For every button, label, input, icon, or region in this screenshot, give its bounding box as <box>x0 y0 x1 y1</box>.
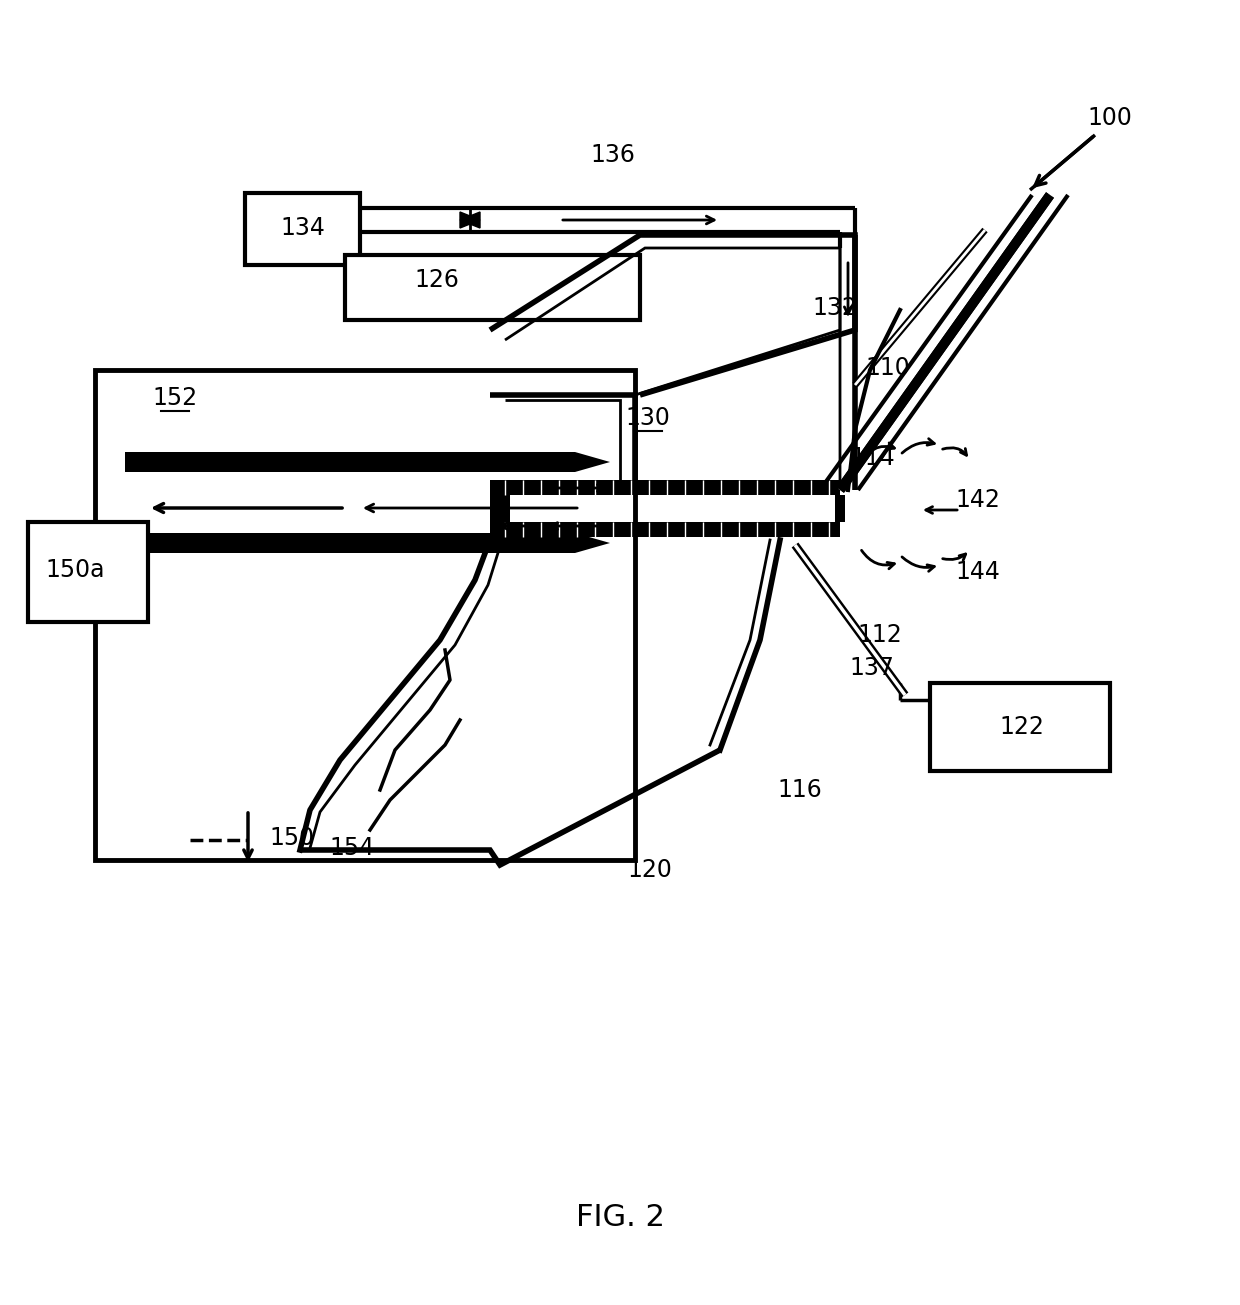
Bar <box>95 371 635 860</box>
Text: 152: 152 <box>153 386 197 410</box>
Bar <box>246 193 360 265</box>
Bar <box>345 254 640 320</box>
Text: 150a: 150a <box>45 559 104 582</box>
Polygon shape <box>125 452 610 472</box>
Text: 132: 132 <box>812 296 857 320</box>
Bar <box>29 522 148 622</box>
Text: 126: 126 <box>414 268 460 292</box>
Text: 112: 112 <box>858 622 903 647</box>
Text: 100: 100 <box>1087 106 1132 130</box>
Polygon shape <box>460 211 480 228</box>
Text: 130: 130 <box>625 406 671 431</box>
Text: 124: 124 <box>511 453 556 478</box>
Text: 114: 114 <box>851 446 895 470</box>
Text: 154: 154 <box>330 837 374 860</box>
Polygon shape <box>490 495 510 522</box>
Text: 142: 142 <box>956 488 1001 512</box>
Bar <box>930 683 1110 771</box>
Polygon shape <box>125 532 610 553</box>
Text: 150: 150 <box>269 826 315 850</box>
Text: 136: 136 <box>590 144 635 167</box>
Polygon shape <box>490 480 839 495</box>
Text: FIG. 2: FIG. 2 <box>575 1203 665 1232</box>
Text: 134: 134 <box>280 217 325 240</box>
Text: 144: 144 <box>956 560 1001 585</box>
Polygon shape <box>460 211 480 228</box>
Text: 110: 110 <box>866 356 910 380</box>
Text: 120: 120 <box>627 857 672 882</box>
Polygon shape <box>835 495 844 522</box>
Polygon shape <box>490 522 839 536</box>
Text: 137: 137 <box>849 656 894 680</box>
Text: 116: 116 <box>777 778 822 803</box>
Text: 122: 122 <box>999 715 1044 739</box>
